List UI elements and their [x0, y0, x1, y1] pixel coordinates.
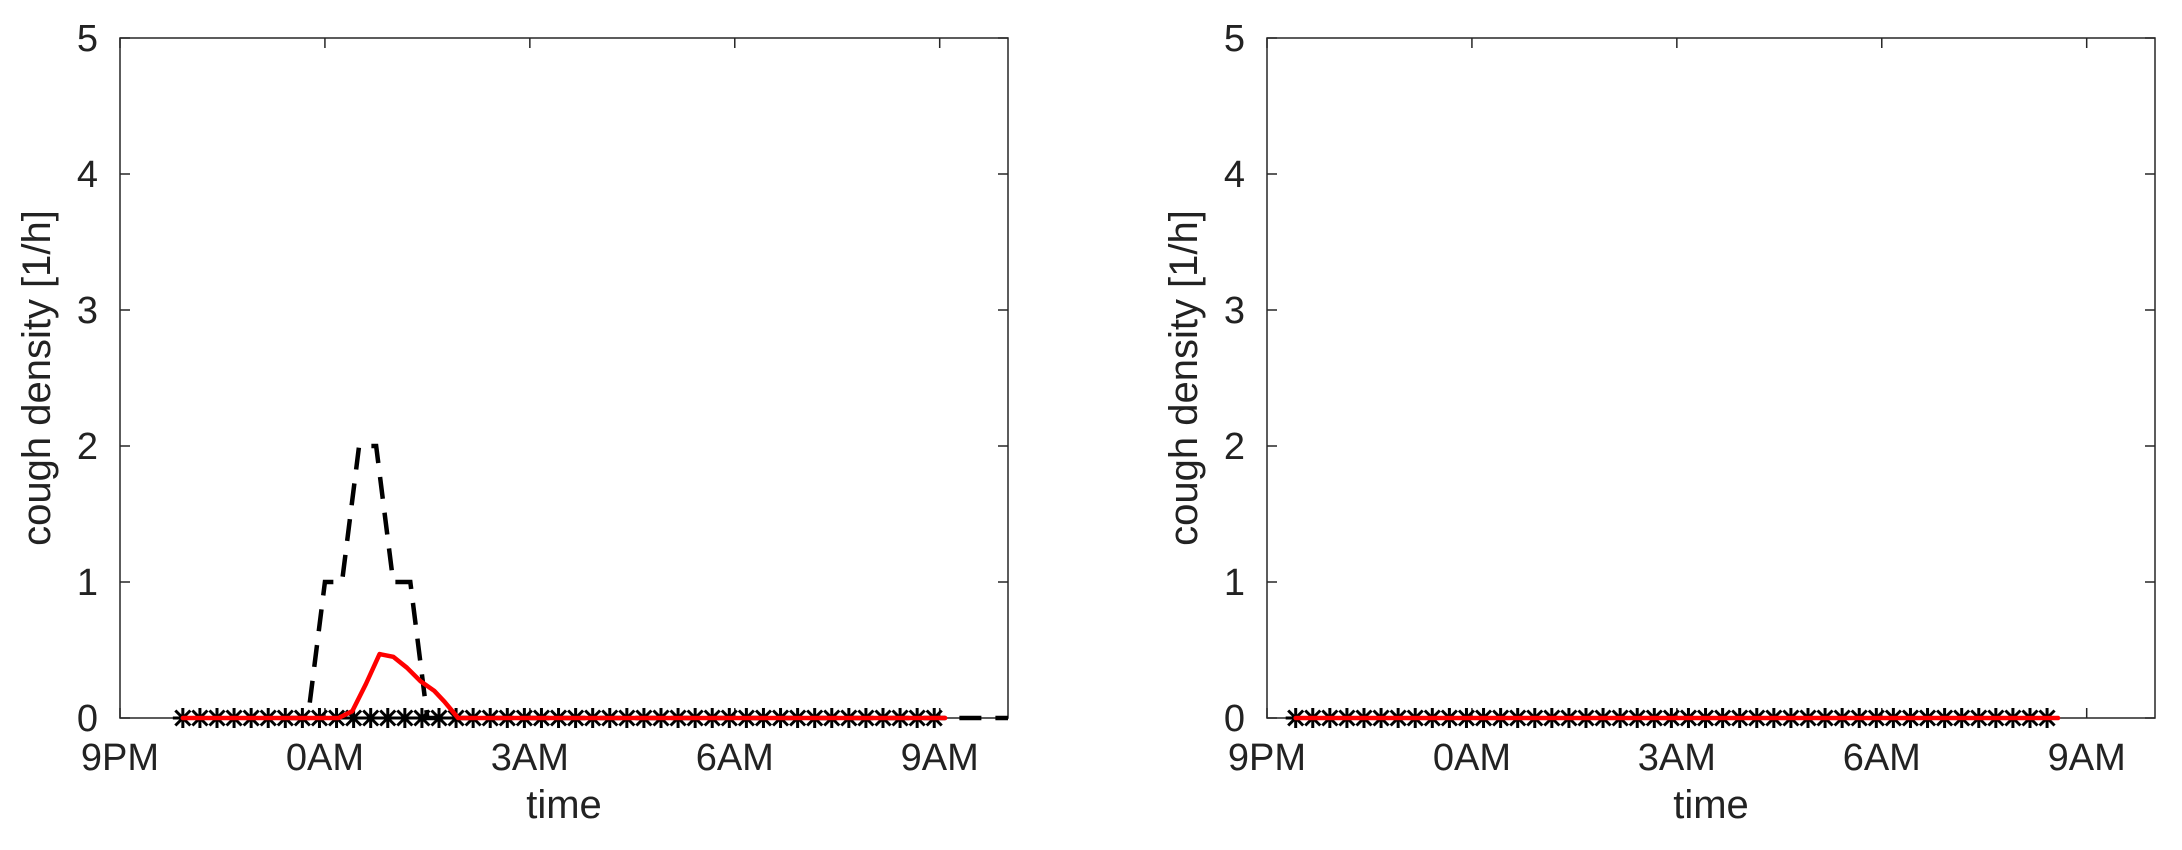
y-axis-label: cough density [1/h] — [1162, 210, 1206, 546]
y-tick-label: 5 — [77, 18, 98, 60]
solid-series-line — [180, 651, 948, 721]
y-tick-label: 0 — [1224, 698, 1245, 740]
x-tick-label: 0AM — [286, 737, 364, 779]
x-tick-label: 9AM — [901, 737, 979, 779]
y-tick-label: 1 — [1224, 562, 1245, 604]
dashed-series-line — [287, 443, 1008, 721]
plot-content — [1285, 708, 2061, 728]
plot-area-frame — [1266, 37, 2156, 719]
star-marker — [360, 708, 381, 728]
y-axis-label: cough density [1/h] — [15, 210, 59, 546]
y-tick-label: 3 — [77, 290, 98, 332]
x-axis-label: time — [1673, 783, 1749, 827]
y-tick-label: 4 — [77, 154, 98, 196]
star-marker — [377, 708, 398, 728]
y-tick-label: 3 — [1224, 290, 1245, 332]
x-tick-label: 6AM — [1843, 737, 1921, 779]
chart-panel-1: 0 1 2 3 4 5 9PM 0AM 3AM 6AM 9AM time cough density [… — [15, 18, 1009, 827]
x-tick-label: 9PM — [1228, 737, 1306, 779]
x-tick-label: 9PM — [81, 737, 159, 779]
y-tick-label: 2 — [77, 426, 98, 468]
star-marker — [411, 708, 432, 728]
x-tick-label: 6AM — [696, 737, 774, 779]
y-tick-label: 4 — [1224, 154, 1245, 196]
x-axis-label: time — [526, 783, 602, 827]
y-tick-label: 1 — [77, 562, 98, 604]
y-tick-label: 2 — [1224, 426, 1245, 468]
y-tick-label: 0 — [77, 698, 98, 740]
x-tick-label: 3AM — [491, 737, 569, 779]
y-tick-label: 5 — [1224, 18, 1245, 60]
x-tick-label: 9AM — [2048, 737, 2126, 779]
plot-area-frame — [119, 37, 1009, 719]
star-marker — [428, 708, 449, 728]
plot-content — [172, 443, 1008, 728]
x-tick-label: 0AM — [1433, 737, 1511, 779]
star-marker — [394, 708, 415, 728]
chart-panel-2: 0 1 2 3 4 5 9PM 0AM 3AM 6AM 9AM time cough density [… — [1162, 18, 2156, 827]
x-tick-label: 3AM — [1638, 737, 1716, 779]
